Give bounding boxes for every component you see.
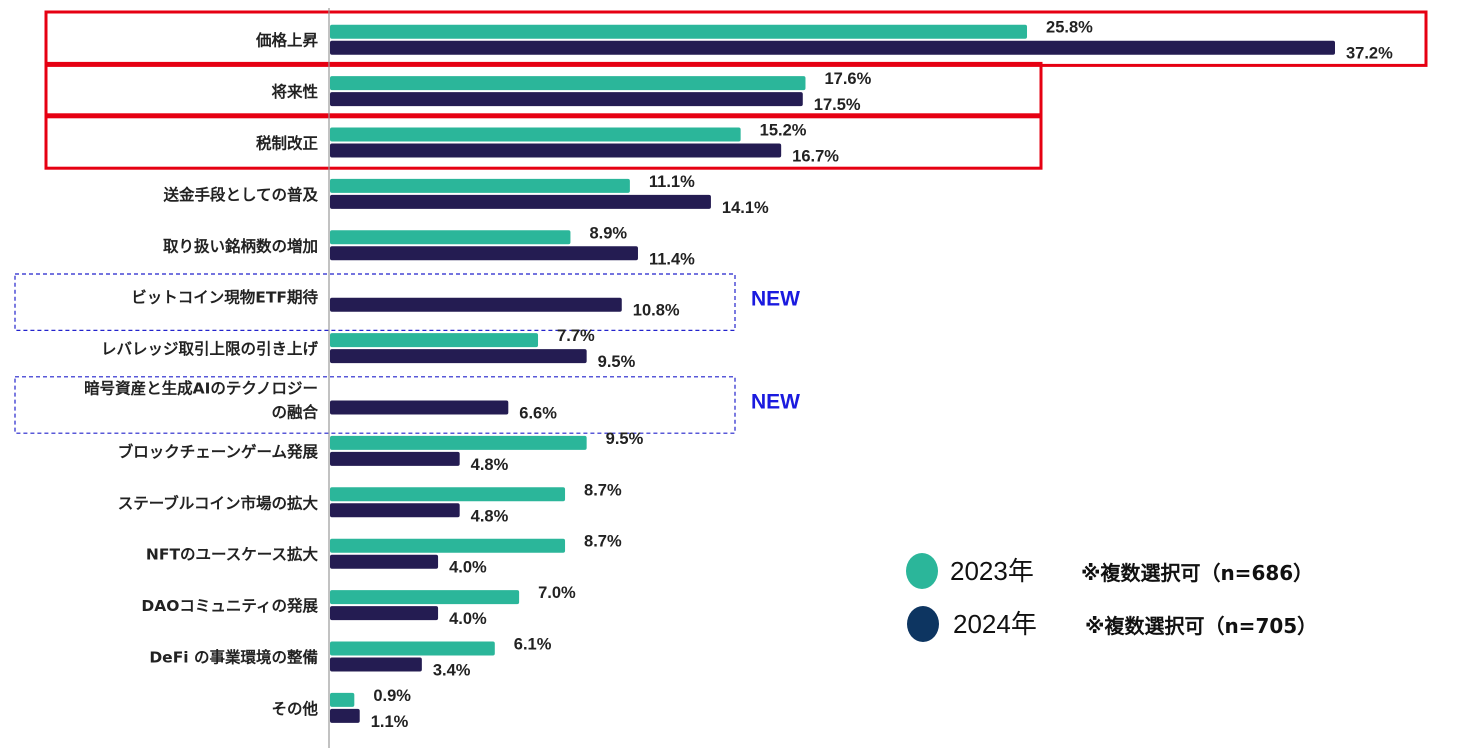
bar-2023 [330, 590, 520, 605]
bar-2023 [330, 538, 566, 553]
data-label-2024: 4.8% [471, 456, 509, 474]
bar-2023 [330, 127, 741, 142]
category-label: 暗号資産と生成AIのテクノロジー [84, 379, 318, 398]
bar-2023 [330, 230, 571, 245]
bar-2024 [330, 451, 460, 466]
bar-2023 [330, 76, 806, 91]
bar-2023 [330, 178, 630, 193]
data-label-2023: 0.9% [373, 687, 411, 705]
bar-2023 [330, 641, 495, 656]
legend-note: ※複数選択可（n=705） [1085, 614, 1317, 638]
legend-marker [907, 606, 939, 642]
category-label: ビットコイン現物ETF期待 [131, 288, 318, 307]
bar-2024 [330, 297, 622, 312]
bar-2023 [330, 24, 1028, 39]
bar-2023 [330, 692, 355, 707]
data-label-2023: 8.9% [589, 224, 627, 242]
highlight-box [44, 113, 1043, 170]
bar-2024 [330, 400, 509, 415]
data-label-2023: 17.6% [824, 70, 871, 88]
data-label-2024: 4.8% [471, 507, 509, 525]
bar-2024 [330, 143, 782, 158]
legend-note: ※複数選択可（n=686） [1081, 561, 1313, 585]
category-label: 将来性 [271, 82, 318, 101]
category-label: レバレッジ取引上限の引き上げ [101, 340, 319, 358]
category-label: 取り扱い銘柄数の増加 [163, 236, 318, 255]
category-label: NFTのユースケース拡大 [146, 545, 319, 564]
data-label-2023: 8.7% [584, 481, 622, 499]
bar-2024 [330, 40, 1335, 55]
data-label-2024: 6.6% [519, 405, 557, 423]
highlight-box [44, 10, 1428, 67]
data-label-2023: 6.1% [514, 636, 552, 654]
bar-2023 [330, 435, 587, 450]
bar-2023 [330, 487, 566, 502]
data-label-2024: 16.7% [792, 148, 839, 166]
new-box [14, 376, 736, 434]
new-box [14, 273, 736, 332]
data-label-2024: 37.2% [1346, 45, 1393, 63]
bar-2024 [330, 194, 711, 209]
data-label-2024: 17.5% [814, 96, 861, 114]
data-label-2024: 4.0% [449, 559, 487, 577]
category-label: その他 [271, 699, 318, 718]
category-label: 税制改正 [256, 134, 319, 153]
bar-2024 [330, 503, 460, 518]
category-label: ブロックチェーンゲーム発展 [118, 442, 319, 461]
legend-label: 2024年 [953, 609, 1037, 639]
highlight-box [44, 61, 1043, 119]
data-label-2024: 4.0% [449, 610, 487, 628]
bar-2023 [330, 333, 539, 348]
category-label: ステーブルコイン市場の拡大 [118, 493, 319, 512]
category-label: 送金手段としての普及 [162, 185, 318, 204]
data-label-2023: 9.5% [606, 430, 644, 448]
bar-2024 [330, 554, 439, 569]
data-label-2023: 7.7% [557, 327, 595, 345]
bar-2024 [330, 606, 439, 621]
category-label: DAOコミュニティの発展 [141, 596, 318, 615]
data-label-2024: 10.8% [633, 302, 680, 320]
new-label: NEW [751, 288, 800, 311]
data-label-2024: 1.1% [371, 713, 409, 731]
bar-2024 [330, 349, 587, 364]
bar-2024 [330, 92, 803, 107]
data-label-2024: 11.4% [649, 250, 695, 268]
data-label-2024: 3.4% [433, 662, 471, 680]
data-label-2024: 14.1% [722, 199, 769, 217]
data-label-2024: 9.5% [598, 353, 636, 371]
category-label: 価格上昇 [255, 31, 319, 50]
data-label-2023: 11.1% [649, 173, 695, 191]
data-label-2023: 25.8% [1046, 19, 1093, 37]
category-label: DeFi の事業環境の整備 [149, 648, 318, 667]
category-label: の融合 [271, 403, 318, 422]
data-label-2023: 8.7% [584, 533, 622, 551]
data-label-2023: 7.0% [538, 584, 576, 602]
bar-2024 [330, 246, 638, 261]
new-label: NEW [751, 391, 800, 414]
legend-marker [906, 553, 938, 589]
legend-label: 2023年 [950, 556, 1034, 586]
bar-2024 [330, 657, 422, 672]
data-label-2023: 15.2% [760, 122, 807, 140]
bar-2024 [330, 708, 360, 723]
